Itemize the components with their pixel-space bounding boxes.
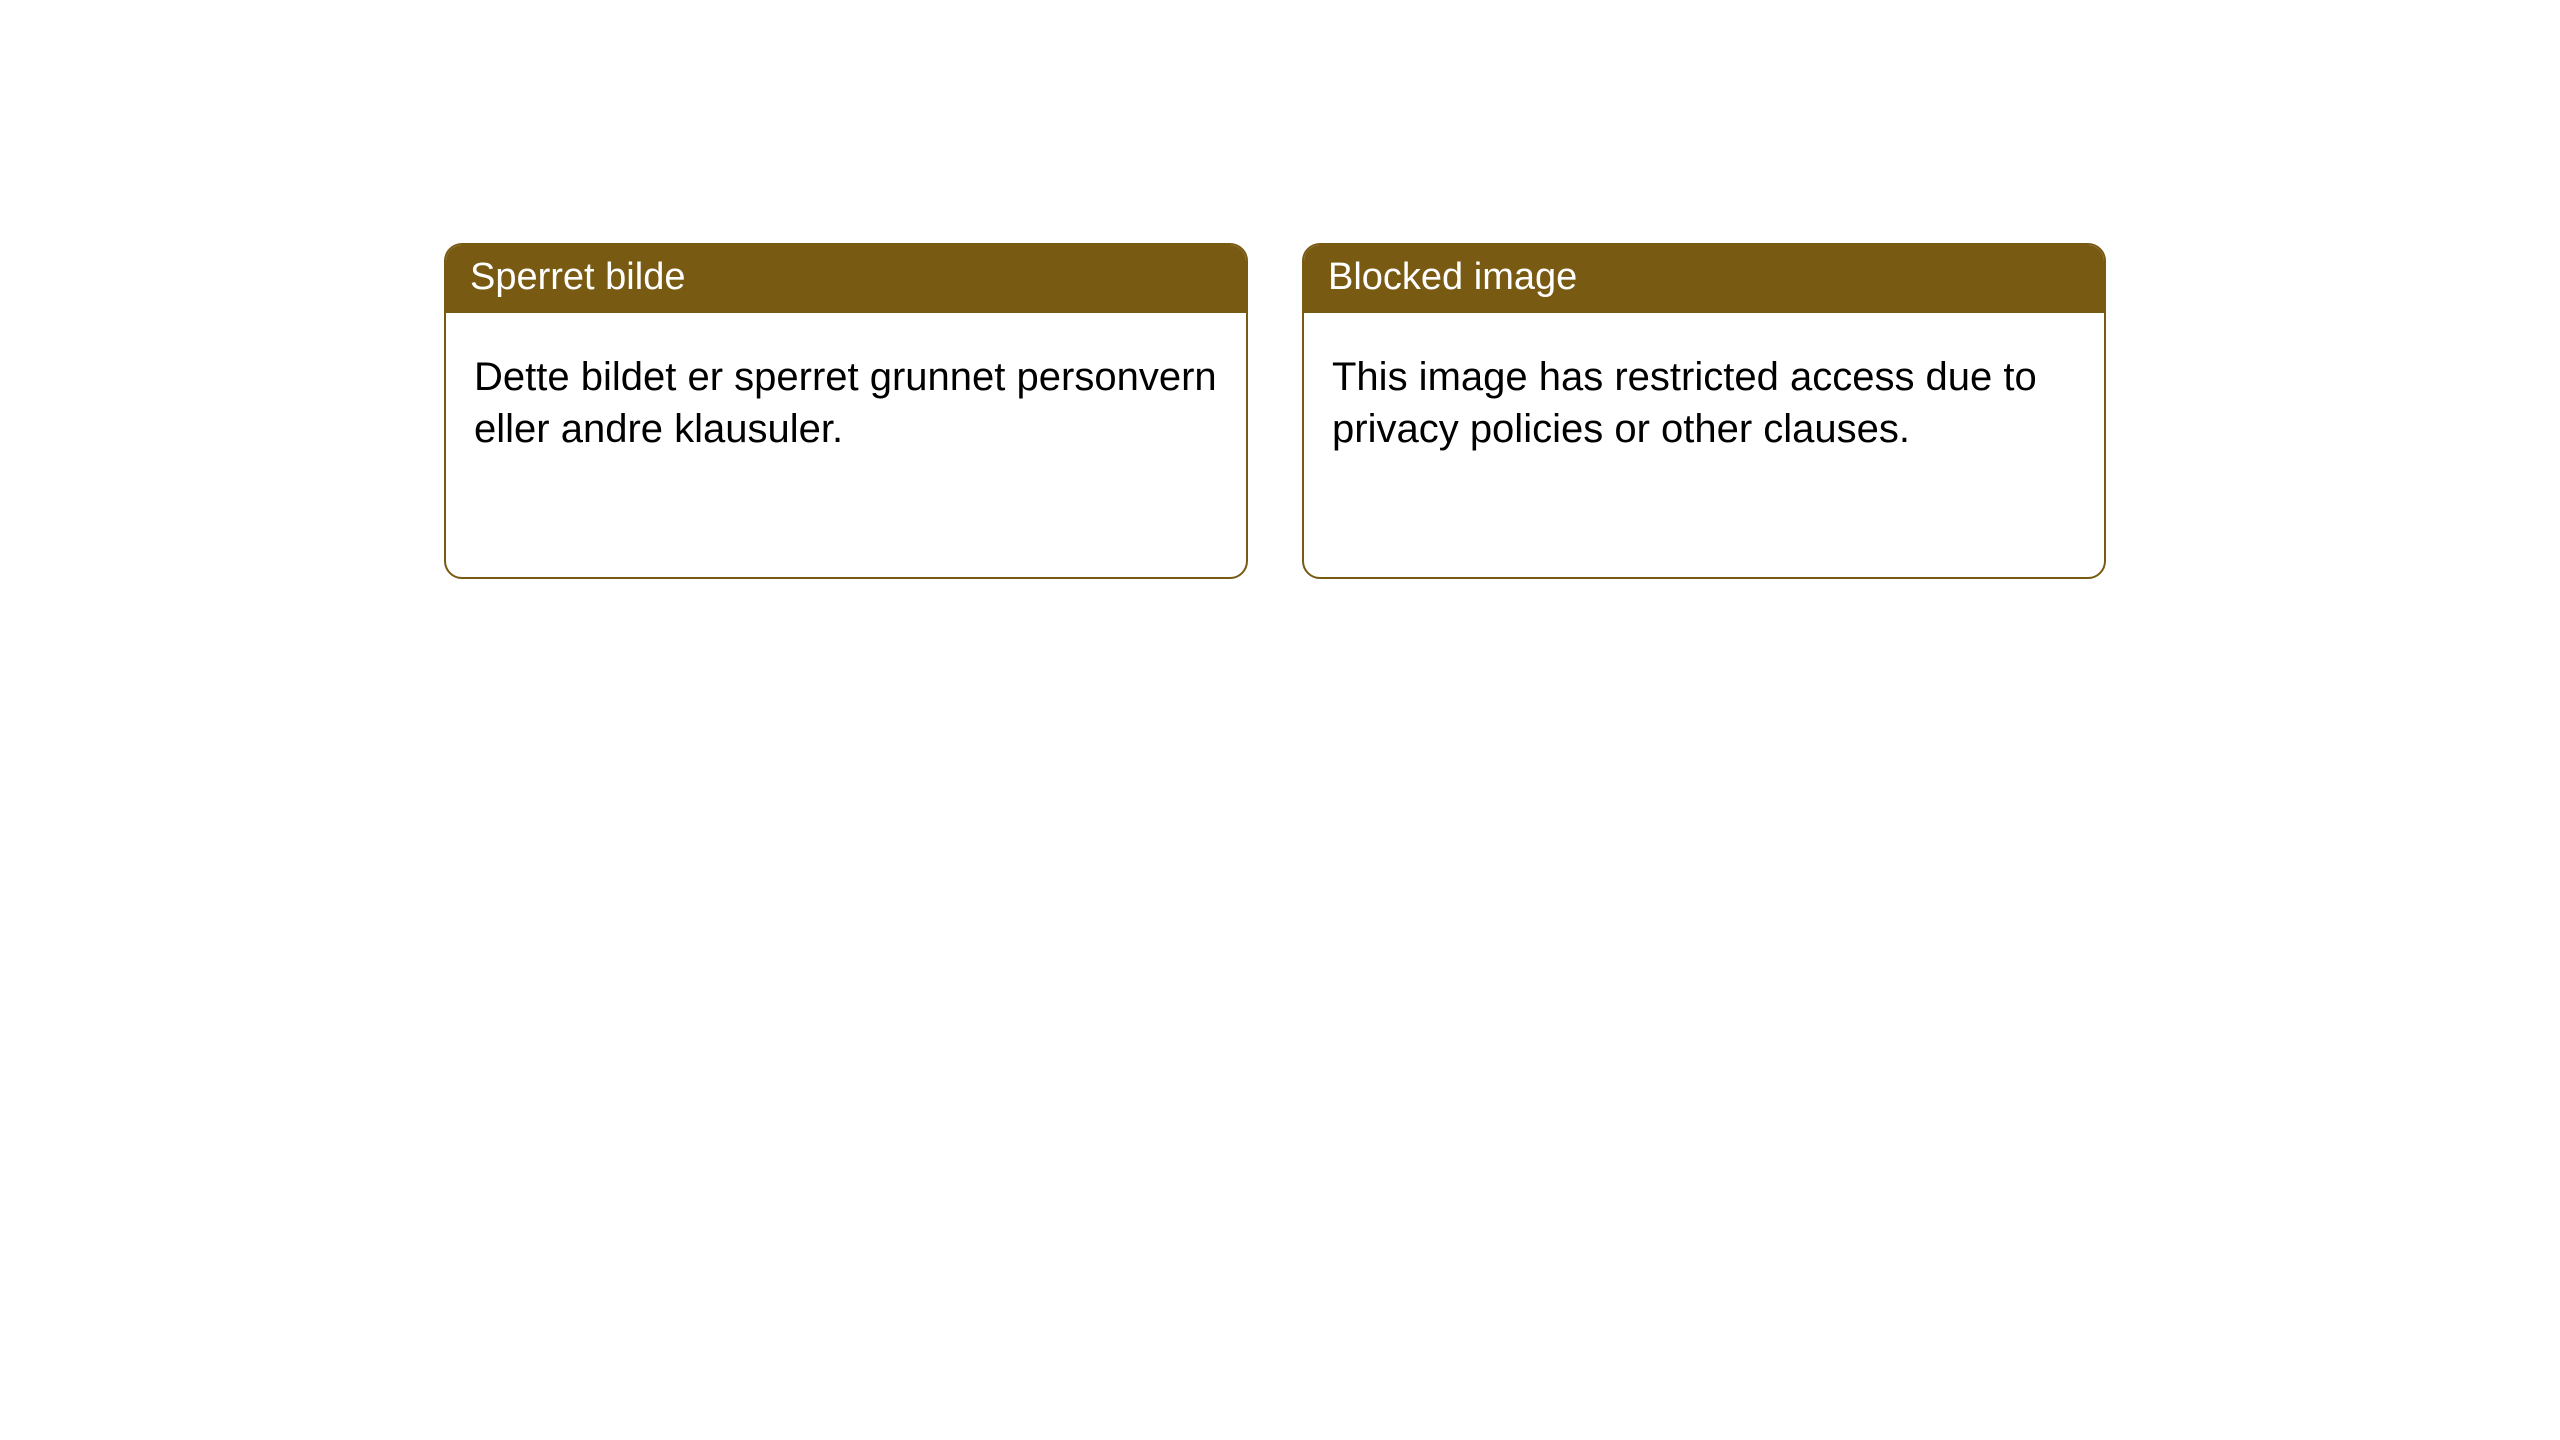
notice-card-norwegian: Sperret bilde Dette bildet er sperret gr… <box>444 243 1248 579</box>
notice-card-english: Blocked image This image has restricted … <box>1302 243 2106 579</box>
notice-card-title: Sperret bilde <box>446 245 1246 313</box>
notice-card-title: Blocked image <box>1304 245 2104 313</box>
notice-container: Sperret bilde Dette bildet er sperret gr… <box>0 0 2560 579</box>
notice-card-body: This image has restricted access due to … <box>1304 313 2104 483</box>
notice-card-body: Dette bildet er sperret grunnet personve… <box>446 313 1246 483</box>
